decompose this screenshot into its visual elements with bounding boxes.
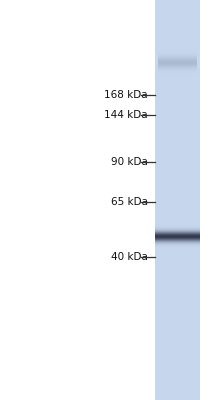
Text: 168 kDa: 168 kDa [104,90,148,100]
Text: 65 kDa: 65 kDa [111,197,148,207]
Text: 90 kDa: 90 kDa [111,157,148,167]
Text: 144 kDa: 144 kDa [104,110,148,120]
Text: 40 kDa: 40 kDa [111,252,148,262]
